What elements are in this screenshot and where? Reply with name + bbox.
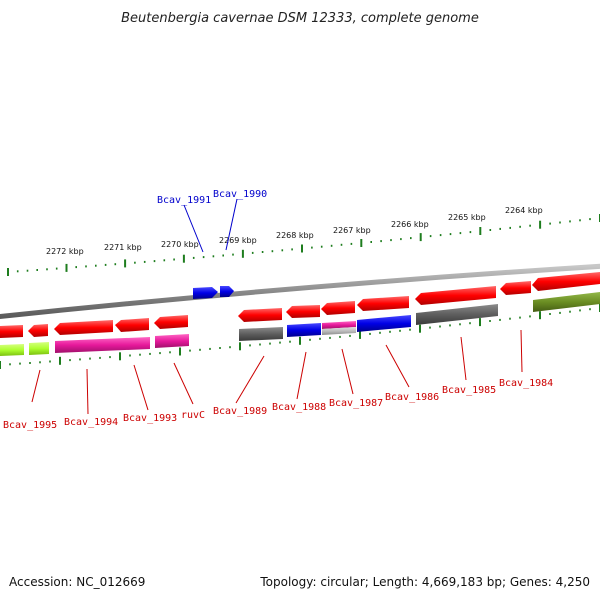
kbp-label: 2265 kbp [448,213,486,222]
gene-feature[interactable] [286,305,320,318]
label-leader-line [460,336,467,381]
kbp-label: 2270 kbp [161,240,199,249]
gene-feature[interactable] [239,327,283,341]
gene-feature[interactable] [322,321,356,329]
label-leader-line [520,329,523,373]
label-leader-line [235,355,265,404]
gene-feature[interactable] [155,334,189,348]
gene-feature[interactable] [220,286,234,297]
gene-feature[interactable] [533,292,600,312]
kbp-label: 2269 kbp [219,236,257,245]
inner-tick-ring [0,304,600,369]
gene-feature[interactable] [357,315,411,332]
genome-summary-text: Topology: circular; Length: 4,669,183 bp… [259,575,590,589]
kbp-label: 2267 kbp [333,226,371,235]
gene-feature[interactable] [54,320,113,335]
label-leader-line [133,364,149,411]
reverse-gene-labels: Bcav_1995 Bcav_1994 Bcav_1993 ruvC Bcav_… [3,329,553,431]
gene-feature[interactable] [29,342,49,355]
gene-label-bcav-1995[interactable]: Bcav_1995 [3,420,57,431]
kbp-label: 2264 kbp [505,206,543,215]
gene-feature[interactable] [532,272,600,291]
outer-tick-ring [7,214,600,276]
gene-feature[interactable] [0,325,23,338]
gene-feature[interactable] [357,296,409,311]
forward-genes [193,286,234,299]
accession-text: Accession: NC_012669 [9,575,145,589]
label-leader-line [183,204,204,253]
gene-label-bcav-1986[interactable]: Bcav_1986 [385,392,439,403]
gene-feature[interactable] [500,281,531,295]
gene-feature[interactable] [115,318,149,332]
label-leader-line [173,362,194,405]
gene-label-bcav-1991[interactable]: Bcav_1991 [157,195,211,206]
gene-label-bcav-1994[interactable]: Bcav_1994 [64,417,118,428]
gene-feature[interactable] [322,327,356,335]
kbp-label: 2272 kbp [46,247,84,256]
kbp-labels: 2272 kbp 2271 kbp 2270 kbp 2269 kbp 2268… [46,206,543,256]
map-title: Beutenbergia cavernae DSM 12333, complet… [121,11,479,26]
gene-label-ruvc[interactable]: ruvC [181,410,205,421]
gene-feature[interactable] [55,337,150,353]
label-leader-line [296,351,307,400]
label-leader-line [31,369,41,403]
label-leader-line [385,344,410,388]
gene-feature[interactable] [154,315,188,329]
gene-label-bcav-1987[interactable]: Bcav_1987 [329,398,383,409]
label-leader-line [341,348,354,395]
kbp-label: 2266 kbp [391,220,429,229]
gene-feature[interactable] [321,301,355,315]
forward-gene-labels: Bcav_1991 Bcav_1990 [157,189,267,253]
genome-backbone [0,263,600,319]
gene-feature[interactable] [415,286,496,305]
gene-feature[interactable] [416,304,498,325]
gene-label-bcav-1989[interactable]: Bcav_1989 [213,406,267,417]
kbp-label: 2271 kbp [104,243,142,252]
gene-feature[interactable] [287,323,321,337]
gene-feature[interactable] [28,324,48,337]
label-leader-line [225,198,238,251]
gene-feature[interactable] [193,287,218,299]
reverse-genes [0,272,600,356]
gene-label-bcav-1988[interactable]: Bcav_1988 [272,402,326,413]
gene-feature[interactable] [0,344,24,356]
kbp-label: 2268 kbp [276,231,314,240]
gene-label-bcav-1993[interactable]: Bcav_1993 [123,413,177,424]
gene-feature[interactable] [238,308,282,322]
gene-label-bcav-1984[interactable]: Bcav_1984 [499,378,553,389]
gene-label-bcav-1990[interactable]: Bcav_1990 [213,189,267,200]
gene-label-bcav-1985[interactable]: Bcav_1985 [442,385,496,396]
label-leader-line [86,368,89,415]
